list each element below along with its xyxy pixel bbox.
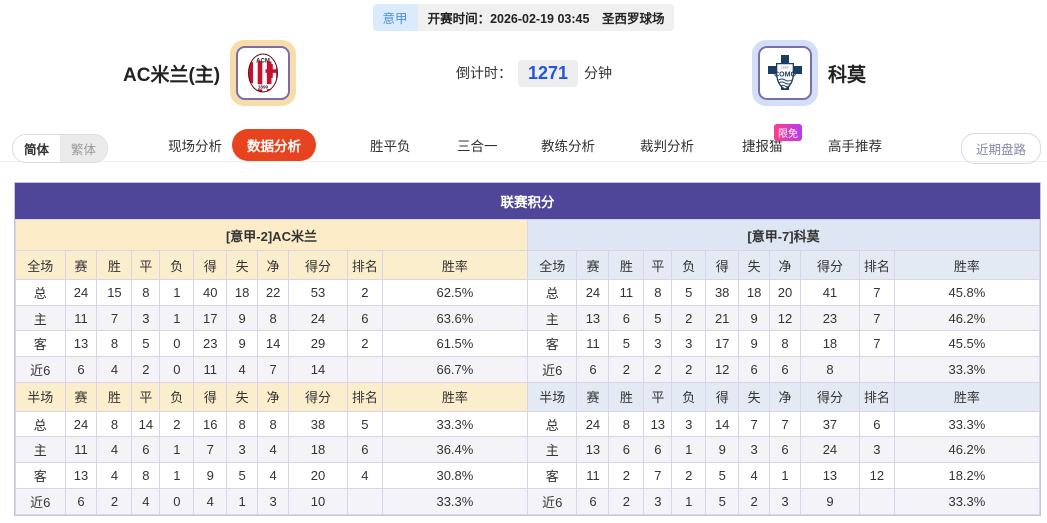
svg-text:1907: 1907 <box>781 66 789 70</box>
svg-text:ACM: ACM <box>256 59 270 65</box>
svg-text:1899: 1899 <box>258 85 269 90</box>
svg-text:COMO: COMO <box>774 72 796 79</box>
